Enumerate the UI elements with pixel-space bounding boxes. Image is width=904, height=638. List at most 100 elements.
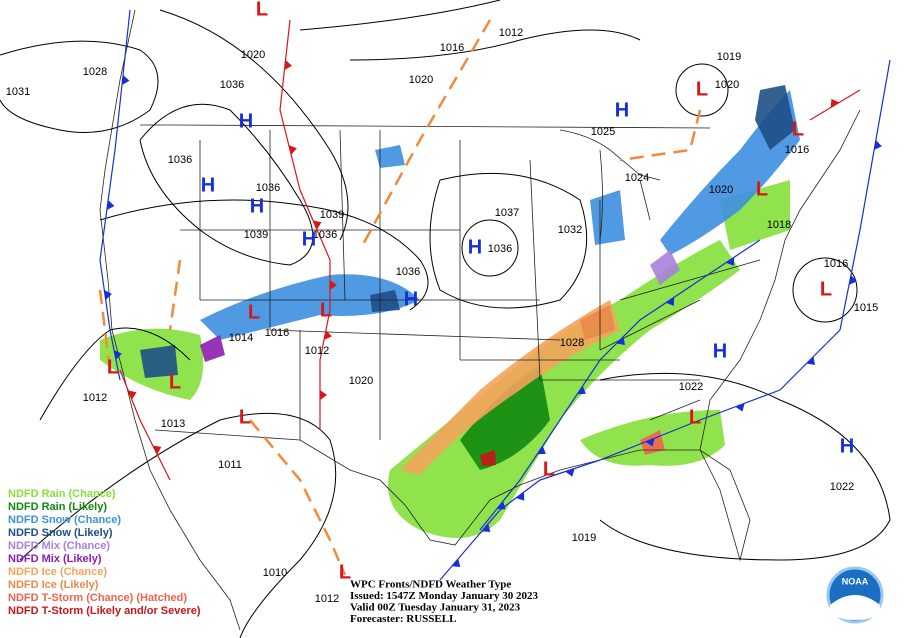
- low-center: L: [543, 458, 555, 480]
- front-semicircle: [830, 98, 840, 108]
- pressure-label: 1036: [168, 154, 192, 166]
- pressure-label: 1019: [717, 51, 741, 63]
- high-center: H: [404, 288, 418, 310]
- caption-line: Issued: 1547Z Monday January 30 2023: [350, 590, 538, 602]
- isobar: [99, 199, 429, 311]
- pressure-label: 1028: [560, 337, 584, 349]
- noaa-logo: NOAA: [826, 566, 884, 624]
- high-center: H: [201, 174, 215, 196]
- logo-text: NOAA: [842, 576, 869, 586]
- high-center: H: [239, 110, 253, 132]
- pressure-label: 1018: [767, 219, 791, 231]
- low-center: L: [169, 371, 181, 393]
- caption-line: Valid 00Z Tuesday January 31, 2023: [350, 602, 521, 614]
- front: [168, 259, 182, 331]
- pressure-label: 1036: [313, 229, 337, 241]
- isobar: [792, 257, 858, 323]
- precip-area: [755, 85, 795, 150]
- front: [99, 9, 131, 381]
- high-center: H: [250, 195, 264, 217]
- pressure-label: 1025: [591, 126, 615, 138]
- front-triangle: [616, 336, 625, 345]
- legend-entry: NDFD Rain (Chance): [8, 488, 116, 500]
- precip-area: [590, 190, 625, 245]
- pressure-label: 1012: [499, 27, 523, 39]
- pressure-label: 1019: [572, 532, 596, 544]
- pressure-label: 1036: [396, 266, 420, 278]
- front-semicircle: [152, 445, 162, 455]
- pressure-label: 1032: [558, 224, 582, 236]
- front-triangle: [114, 350, 122, 360]
- front-triangle: [481, 523, 491, 533]
- low-center: L: [107, 356, 119, 378]
- legend-entry: NDFD Ice (Chance): [8, 566, 107, 578]
- pressure-label: 1024: [625, 172, 649, 184]
- front-triangle: [565, 468, 575, 477]
- pressure-label: 1016: [265, 327, 289, 339]
- front: [98, 289, 112, 371]
- fronts: [98, 9, 891, 581]
- pressure-label: 1039: [244, 229, 268, 241]
- isobar: [675, 63, 729, 117]
- legend-entry: NDFD Ice (Likely): [8, 579, 99, 591]
- pressure-label: 1015: [854, 302, 878, 314]
- front: [358, 19, 492, 251]
- front-triangle: [725, 257, 735, 266]
- precip-area: [400, 300, 620, 475]
- isobar: [0, 40, 159, 133]
- front-triangle: [645, 438, 655, 447]
- front-triangle: [106, 200, 115, 210]
- front-triangle: [849, 275, 857, 285]
- front: [619, 109, 702, 162]
- high-center: H: [840, 435, 854, 457]
- isobar: [299, 0, 641, 61]
- front: [249, 419, 347, 576]
- precip-area: [370, 290, 400, 312]
- front-semicircle: [320, 390, 327, 400]
- low-center: L: [689, 406, 701, 428]
- front-semicircle: [128, 390, 137, 400]
- isobar: [159, 9, 349, 241]
- pressure-label: 1020: [241, 49, 265, 61]
- pressure-label: 1016: [785, 144, 809, 156]
- pressure-label: 1036: [220, 79, 244, 91]
- caption-line: WPC Fronts/NDFD Weather Type: [350, 579, 511, 591]
- front-triangle: [537, 445, 546, 455]
- pressure-label: 1022: [679, 381, 703, 393]
- low-center: L: [339, 561, 351, 583]
- precip-area: [375, 145, 405, 168]
- front-triangle: [874, 140, 882, 150]
- isobar: [461, 219, 519, 277]
- great-lakes: [559, 129, 661, 241]
- legend-entry: NDFD Snow (Chance): [8, 514, 121, 526]
- low-center: L: [256, 0, 268, 20]
- front-semicircle: [313, 220, 322, 230]
- front-semicircle: [324, 330, 332, 340]
- front: [119, 369, 171, 481]
- pressure-label: 1037: [495, 207, 519, 219]
- low-center: L: [820, 278, 832, 300]
- precip-area: [140, 345, 178, 378]
- canada-border: [140, 124, 711, 129]
- logo-wave: [830, 595, 880, 620]
- pressure-label: 1016: [440, 42, 464, 54]
- pressure-centers: H H H H H H H H H L L L L L L L L L L L L L: [107, 0, 854, 583]
- front-triangle: [104, 290, 112, 300]
- pressure-label: 1020: [715, 79, 739, 91]
- pressure-label: 1012: [305, 345, 329, 357]
- isobar: [19, 412, 337, 638]
- pressure-label: 1010: [263, 567, 287, 579]
- precip-area: [480, 450, 496, 466]
- precip-area: [580, 305, 615, 340]
- front-semicircle: [288, 145, 297, 155]
- low-center: L: [696, 78, 708, 100]
- pressure-label: 1031: [6, 86, 30, 98]
- pressure-label: 1011: [218, 459, 242, 471]
- legend-entry: NDFD Mix (Chance): [8, 540, 110, 552]
- low-center: L: [320, 299, 332, 321]
- front-triangle: [451, 558, 461, 568]
- precip-area: [650, 250, 680, 285]
- low-center: L: [248, 301, 260, 323]
- pressure-label: 1020: [349, 375, 373, 387]
